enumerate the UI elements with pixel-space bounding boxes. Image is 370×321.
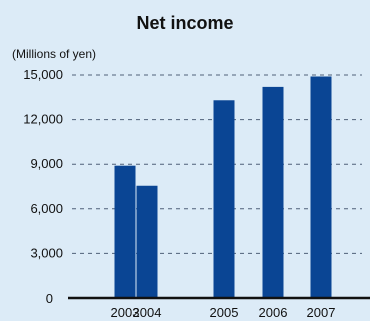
- x-tick-label: 2005: [210, 305, 239, 320]
- y-tick-label: 9,000: [30, 156, 63, 171]
- y-tick-label: 0: [46, 291, 53, 306]
- bar-2005: [213, 100, 235, 298]
- x-tick-label: 2006: [259, 305, 288, 320]
- y-tick-label: 15,000: [23, 67, 63, 82]
- unit-label: (Millions of yen): [12, 47, 96, 61]
- x-tick-label: 2004: [133, 305, 162, 320]
- bar-2007: [310, 76, 332, 298]
- y-tick-label: 12,000: [23, 112, 63, 127]
- y-axis-layer: 0 3,000 6,000 9,000 12,000 15,000: [23, 67, 63, 306]
- bar-2006: [262, 86, 284, 298]
- bar-2003: [114, 165, 136, 298]
- bar-2004: [136, 185, 158, 298]
- y-tick-label: 3,000: [30, 245, 63, 260]
- bars-layer: [114, 76, 332, 298]
- y-tick-label: 6,000: [30, 201, 63, 216]
- x-tick-label: 2003: [111, 305, 140, 320]
- chart-title: Net income: [136, 13, 233, 33]
- x-tick-label: 2007: [307, 305, 336, 320]
